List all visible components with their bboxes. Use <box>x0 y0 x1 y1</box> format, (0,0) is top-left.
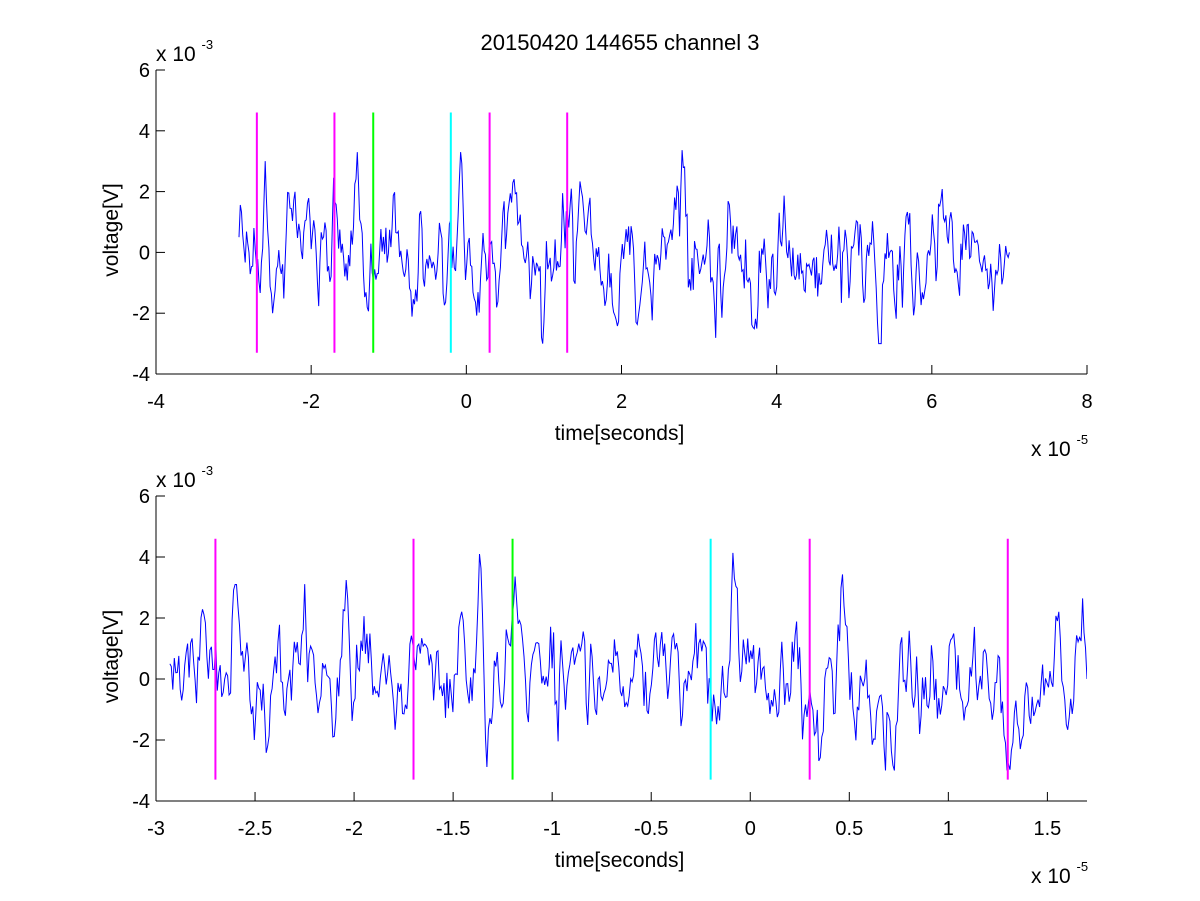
y-tick-label: -2 <box>132 730 150 752</box>
x-tick-label: -1 <box>543 818 561 840</box>
x-tick-label: 0 <box>745 818 756 840</box>
y-scale-factor: x 10 -3 <box>156 37 213 66</box>
x-tick-label: -3 <box>147 818 165 840</box>
y-axis-label: voltage[V] <box>100 183 123 276</box>
y-tick-label: 4 <box>139 547 150 569</box>
bottom-panel: -4 -2 0 2 4 6 -3 -2.5 -2 -1.5 -1 -0.5 0 0.5 1 1.5 time[s… <box>100 463 1088 888</box>
x-tick-label: -2 <box>345 818 363 840</box>
x-tick-label: 1 <box>943 818 954 840</box>
x-axis-label: time[seconds] <box>555 422 685 445</box>
x-tick-label: 1.5 <box>1033 818 1061 840</box>
x-tick-label: 0.5 <box>835 818 863 840</box>
x-scale-factor: x 10 -5 <box>1031 859 1088 888</box>
y-tick-label: -4 <box>132 364 150 386</box>
y-tick-label: 0 <box>139 669 150 691</box>
y-tick-label: 4 <box>139 121 150 143</box>
figure-title: 20150420 144655 channel 3 <box>481 30 760 55</box>
x-scale-factor: x 10 -5 <box>1031 432 1088 461</box>
y-tick-label: 2 <box>139 608 150 630</box>
x-tick-label: 2 <box>616 391 627 413</box>
y-tick-label: -2 <box>132 303 150 325</box>
x-axis-label: time[seconds] <box>555 849 685 872</box>
y-scale-exponent: -3 <box>202 37 214 52</box>
x-tick-label: 4 <box>771 391 782 413</box>
x-tick-label: -2 <box>302 391 320 413</box>
x-tick-label: -4 <box>147 391 165 413</box>
voltage-series-line <box>238 150 1010 345</box>
x-tick-label: 0 <box>461 391 472 413</box>
x-tick-label: -1.5 <box>436 818 470 840</box>
x-tick-label: 8 <box>1081 391 1092 413</box>
top-panel: -4 -2 0 2 4 6 -4 -2 0 2 4 6 8 time[seconds] voltage[V]… <box>100 37 1093 461</box>
x-tick-label: -2.5 <box>238 818 272 840</box>
y-tick-label: 2 <box>139 182 150 204</box>
x-scale-exponent: -5 <box>1077 432 1089 447</box>
y-tick-label: -4 <box>132 791 150 813</box>
y-tick-label: 6 <box>139 486 150 508</box>
y-scale-exponent: -3 <box>202 463 214 478</box>
voltage-series-line <box>169 552 1087 771</box>
y-axis-label: voltage[V] <box>100 610 123 703</box>
x-scale-exponent: -5 <box>1077 859 1089 874</box>
y-scale-factor: x 10 -3 <box>156 463 213 492</box>
x-tick-label: -0.5 <box>634 818 668 840</box>
y-tick-label: 0 <box>139 242 150 264</box>
x-tick-label: 6 <box>926 391 937 413</box>
y-tick-label: 6 <box>139 60 150 82</box>
